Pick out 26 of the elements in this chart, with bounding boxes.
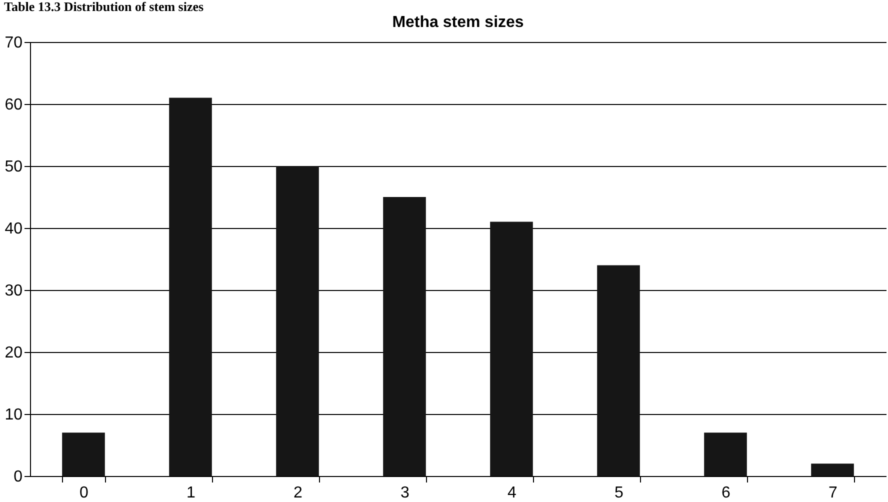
y-tick-label: 40 (4, 220, 23, 238)
y-tick-label: 70 (4, 34, 23, 52)
bar (62, 432, 105, 476)
x-tick-label: 6 (722, 484, 731, 502)
bar (704, 432, 747, 476)
y-tick-label: 50 (4, 158, 23, 176)
bar (383, 197, 426, 476)
y-tick-label: 30 (4, 282, 23, 300)
x-tick-label: 7 (828, 484, 838, 502)
x-tick-label: 1 (186, 484, 196, 502)
x-tick-label: 5 (614, 484, 624, 502)
caption: Table 13.3 Distribution of stem sizes (3, 0, 205, 14)
y-tick-label: 60 (4, 96, 23, 114)
bar (276, 166, 319, 476)
x-tick-label: 2 (294, 484, 303, 502)
y-tick-label: 0 (14, 468, 23, 486)
bar (811, 464, 854, 476)
y-tick-label: 10 (4, 406, 23, 424)
x-tick-label: 3 (400, 484, 410, 502)
x-tick-label: 0 (80, 484, 89, 502)
x-tick-label: 4 (508, 484, 517, 502)
bar (597, 265, 640, 476)
chart-title: Metha stem sizes (392, 14, 524, 31)
bar (169, 98, 212, 476)
bar (490, 222, 533, 476)
y-tick-label: 20 (4, 344, 23, 362)
